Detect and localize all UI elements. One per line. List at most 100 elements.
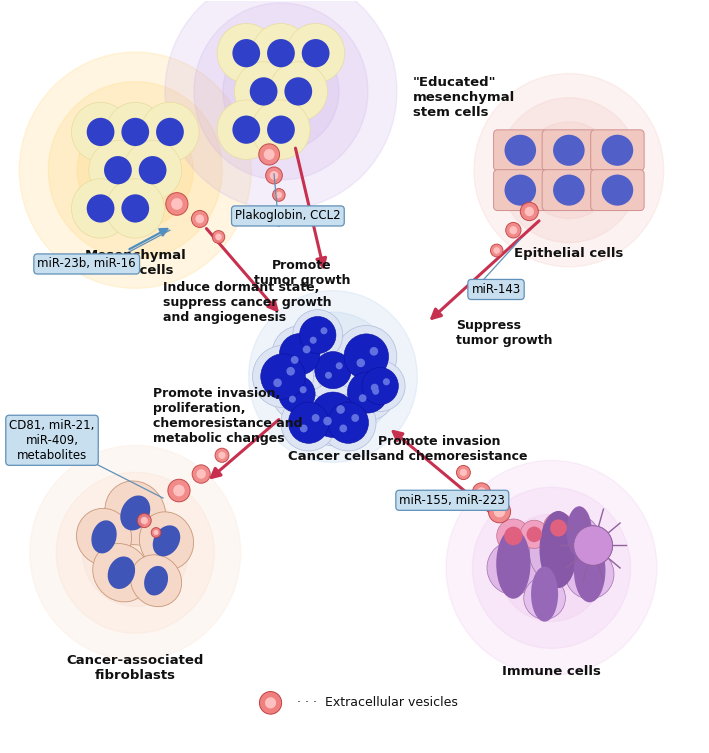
Text: miR-155, miR-223: miR-155, miR-223 [399,494,506,507]
Ellipse shape [303,346,311,353]
Ellipse shape [574,526,613,566]
Ellipse shape [252,100,310,160]
Ellipse shape [312,414,320,422]
Ellipse shape [165,0,397,209]
Ellipse shape [281,395,337,451]
Ellipse shape [496,529,530,599]
Ellipse shape [520,203,538,221]
FancyBboxPatch shape [542,169,596,211]
Ellipse shape [362,367,398,404]
Ellipse shape [371,384,379,392]
Ellipse shape [267,39,295,67]
Ellipse shape [106,141,164,200]
Ellipse shape [527,526,542,542]
Ellipse shape [86,117,114,146]
Ellipse shape [340,425,347,432]
Ellipse shape [574,538,605,602]
Ellipse shape [550,520,567,537]
Ellipse shape [286,367,295,376]
Ellipse shape [72,102,130,162]
Text: Promote
tumor growth: Promote tumor growth [254,259,350,287]
Ellipse shape [472,487,630,648]
Ellipse shape [233,39,260,67]
Ellipse shape [336,325,397,388]
Ellipse shape [72,178,130,238]
Ellipse shape [520,520,548,548]
Ellipse shape [524,577,565,619]
Ellipse shape [460,469,467,476]
Ellipse shape [359,395,367,402]
Ellipse shape [493,506,506,517]
Ellipse shape [543,513,574,544]
Ellipse shape [372,388,379,395]
Ellipse shape [89,141,147,200]
Ellipse shape [560,516,598,556]
Ellipse shape [531,566,558,622]
Ellipse shape [491,244,503,257]
Ellipse shape [267,115,295,144]
Ellipse shape [259,144,279,165]
Ellipse shape [472,483,491,501]
Ellipse shape [152,526,180,556]
Ellipse shape [166,193,188,215]
Ellipse shape [369,347,378,355]
Ellipse shape [272,369,322,419]
Ellipse shape [315,352,351,389]
Ellipse shape [105,481,166,545]
Ellipse shape [276,192,282,198]
Ellipse shape [168,479,190,501]
Ellipse shape [291,356,298,364]
Ellipse shape [336,405,345,414]
Ellipse shape [300,386,307,393]
Ellipse shape [553,175,585,206]
Ellipse shape [310,337,317,344]
Ellipse shape [252,346,313,407]
Ellipse shape [320,395,376,451]
Ellipse shape [192,465,210,483]
Ellipse shape [506,222,521,238]
Ellipse shape [233,115,260,144]
Ellipse shape [476,487,486,497]
Ellipse shape [154,530,159,535]
Ellipse shape [474,74,664,267]
Ellipse shape [489,500,510,523]
FancyBboxPatch shape [542,130,596,171]
Ellipse shape [141,102,199,162]
Ellipse shape [48,81,222,259]
Text: Induce dormant state,
suppress cancer growth
and angiogenesis: Induce dormant state, suppress cancer gr… [163,282,332,325]
Ellipse shape [311,392,355,437]
Ellipse shape [82,499,188,606]
Ellipse shape [272,326,328,383]
Ellipse shape [289,395,296,403]
Ellipse shape [123,141,182,200]
Ellipse shape [269,62,328,121]
Ellipse shape [308,345,358,395]
Ellipse shape [86,194,114,223]
Ellipse shape [212,230,225,243]
Ellipse shape [173,485,185,496]
Ellipse shape [91,520,117,553]
Ellipse shape [121,117,149,146]
Ellipse shape [497,519,530,553]
Ellipse shape [323,416,332,425]
Ellipse shape [217,23,275,83]
Text: CD81, miR-21,
miR-409,
metabolites: CD81, miR-21, miR-409, metabolites [9,419,95,462]
FancyBboxPatch shape [493,169,547,211]
Ellipse shape [602,135,633,166]
Ellipse shape [291,334,375,419]
Ellipse shape [216,233,222,240]
Text: miR-143: miR-143 [471,283,520,296]
Ellipse shape [325,372,332,379]
Ellipse shape [93,544,150,602]
Ellipse shape [286,23,345,83]
Ellipse shape [355,361,405,411]
Ellipse shape [30,446,241,660]
Ellipse shape [293,309,342,361]
Ellipse shape [252,62,310,121]
Ellipse shape [553,135,585,166]
Ellipse shape [151,528,161,538]
Ellipse shape [284,78,312,105]
Ellipse shape [302,39,330,67]
Text: Mesenchymal
stem cells: Mesenchymal stem cells [84,249,186,277]
Text: "Educated"
mesenchymal
stem cells: "Educated" mesenchymal stem cells [413,76,515,120]
